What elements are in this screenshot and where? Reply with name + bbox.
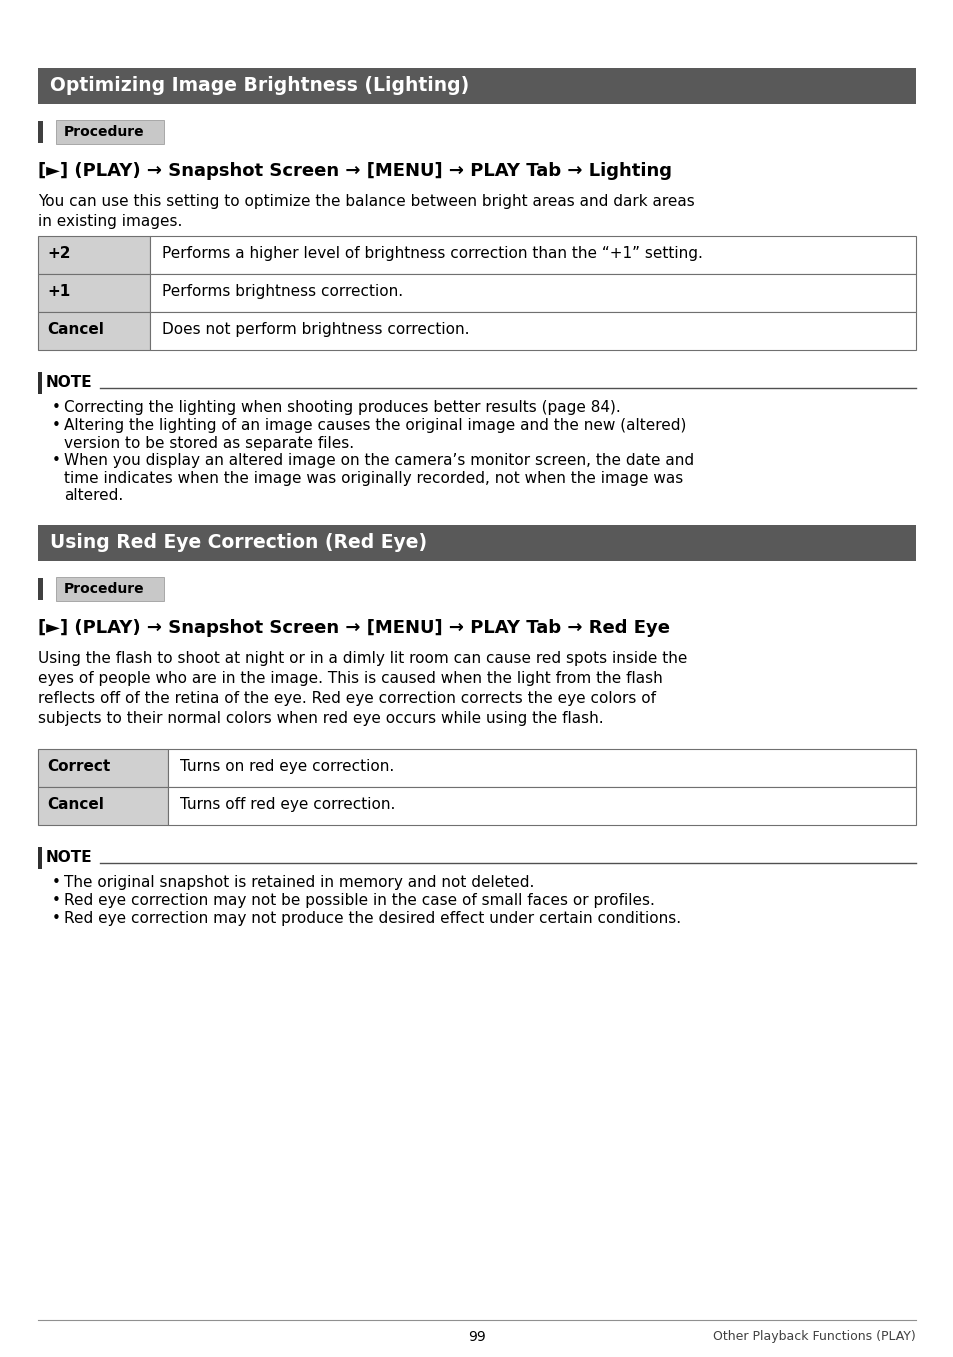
Text: [►] (PLAY) → Snapshot Screen → [MENU] → PLAY Tab → Red Eye: [►] (PLAY) → Snapshot Screen → [MENU] → …: [38, 619, 669, 636]
Text: eyes of people who are in the image. This is caused when the light from the flas: eyes of people who are in the image. Thi…: [38, 670, 662, 687]
Text: Other Playback Functions (PLAY): Other Playback Functions (PLAY): [713, 1330, 915, 1343]
Bar: [38, 236, 150, 274]
Text: Correct: Correct: [47, 759, 111, 773]
Bar: [38, 68, 915, 104]
Text: •: •: [52, 893, 61, 908]
Bar: [150, 236, 915, 274]
Text: Turns off red eye correction.: Turns off red eye correction.: [180, 797, 395, 811]
Text: Using the flash to shoot at night or in a dimly lit room can cause red spots ins: Using the flash to shoot at night or in …: [38, 651, 687, 666]
Text: in existing images.: in existing images.: [38, 214, 182, 229]
Bar: [150, 312, 915, 350]
Text: •: •: [52, 875, 61, 890]
Text: Performs brightness correction.: Performs brightness correction.: [162, 284, 403, 299]
Text: 99: 99: [468, 1330, 485, 1343]
Text: Performs a higher level of brightness correction than the “+1” setting.: Performs a higher level of brightness co…: [162, 246, 702, 261]
Bar: [38, 312, 150, 350]
Bar: [150, 274, 915, 312]
Text: Altering the lighting of an image causes the original image and the new (altered: Altering the lighting of an image causes…: [64, 418, 685, 433]
Bar: [38, 749, 168, 787]
Text: When you display an altered image on the camera’s monitor screen, the date and: When you display an altered image on the…: [64, 453, 694, 468]
Text: Correcting the lighting when shooting produces better results (page 84).: Correcting the lighting when shooting pr…: [64, 400, 620, 415]
Text: •: •: [52, 453, 61, 468]
Text: Using Red Eye Correction (Red Eye): Using Red Eye Correction (Red Eye): [50, 533, 427, 552]
Text: Procedure: Procedure: [64, 582, 145, 596]
Bar: [56, 119, 164, 144]
Text: Cancel: Cancel: [47, 322, 104, 337]
Text: Cancel: Cancel: [47, 797, 104, 811]
Text: Turns on red eye correction.: Turns on red eye correction.: [180, 759, 394, 773]
Text: subjects to their normal colors when red eye occurs while using the flash.: subjects to their normal colors when red…: [38, 711, 603, 726]
Text: altered.: altered.: [64, 489, 123, 503]
Text: •: •: [52, 400, 61, 415]
Bar: [38, 372, 42, 394]
Text: •: •: [52, 418, 61, 433]
Bar: [38, 847, 42, 868]
Text: Procedure: Procedure: [64, 125, 145, 138]
Bar: [38, 787, 168, 825]
Bar: [38, 578, 43, 600]
Text: Does not perform brightness correction.: Does not perform brightness correction.: [162, 322, 469, 337]
Text: version to be stored as separate files.: version to be stored as separate files.: [64, 436, 354, 451]
Text: Red eye correction may not produce the desired effect under certain conditions.: Red eye correction may not produce the d…: [64, 911, 680, 925]
Text: +1: +1: [47, 284, 71, 299]
Bar: [38, 121, 43, 142]
Bar: [38, 274, 150, 312]
Text: time indicates when the image was originally recorded, not when the image was: time indicates when the image was origin…: [64, 471, 682, 486]
Text: [►] (PLAY) → Snapshot Screen → [MENU] → PLAY Tab → Lighting: [►] (PLAY) → Snapshot Screen → [MENU] → …: [38, 161, 671, 180]
Text: The original snapshot is retained in memory and not deleted.: The original snapshot is retained in mem…: [64, 875, 534, 890]
Bar: [38, 525, 915, 560]
Text: +2: +2: [47, 246, 71, 261]
Bar: [168, 749, 915, 787]
Text: You can use this setting to optimize the balance between bright areas and dark a: You can use this setting to optimize the…: [38, 194, 694, 209]
Text: NOTE: NOTE: [46, 375, 92, 389]
Text: Red eye correction may not be possible in the case of small faces or profiles.: Red eye correction may not be possible i…: [64, 893, 654, 908]
Text: NOTE: NOTE: [46, 849, 92, 864]
Bar: [56, 577, 164, 601]
Text: Optimizing Image Brightness (Lighting): Optimizing Image Brightness (Lighting): [50, 76, 469, 95]
Bar: [168, 787, 915, 825]
Text: •: •: [52, 911, 61, 925]
Text: reflects off of the retina of the eye. Red eye correction corrects the eye color: reflects off of the retina of the eye. R…: [38, 691, 656, 706]
